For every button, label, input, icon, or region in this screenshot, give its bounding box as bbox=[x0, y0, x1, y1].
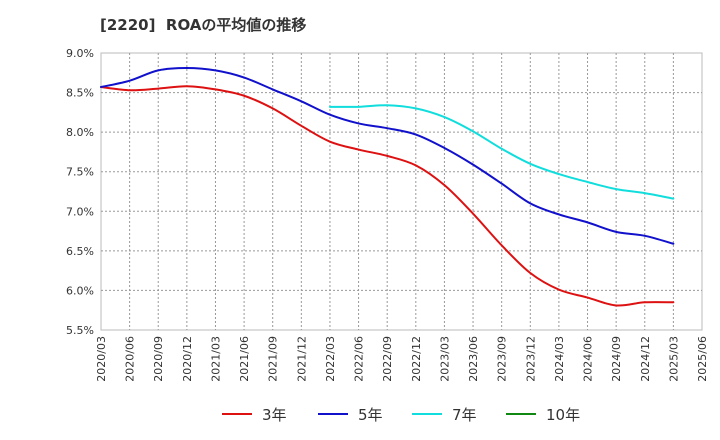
series-line-5y bbox=[100, 67, 675, 245]
legend-label-3y: 3年 bbox=[262, 405, 287, 424]
x-tick-label: 2024/03 bbox=[553, 336, 566, 382]
x-tick-label: 2023/12 bbox=[524, 336, 537, 382]
y-tick-label: 7.0% bbox=[66, 205, 94, 218]
x-tick-label: 2024/06 bbox=[582, 336, 595, 382]
x-tick-label: 2022/12 bbox=[410, 336, 423, 382]
legend-item-7y: 7年 bbox=[412, 402, 477, 426]
legend-label-7y: 7年 bbox=[452, 405, 477, 424]
x-tick-label: 2020/03 bbox=[95, 336, 108, 382]
legend-swatch-3y bbox=[222, 413, 252, 415]
legend-item-5y: 5年 bbox=[318, 402, 383, 426]
y-tick-label: 7.5% bbox=[66, 166, 94, 179]
x-tick-label: 2021/06 bbox=[238, 336, 251, 382]
legend-swatch-10y bbox=[506, 413, 536, 415]
x-tick-label: 2023/03 bbox=[438, 336, 451, 382]
y-tick-label: 8.0% bbox=[66, 126, 94, 139]
chart-title: [2220] ROAの平均値の推移 bbox=[100, 16, 307, 34]
y-tick-label: 6.0% bbox=[66, 284, 94, 297]
series-line-3y bbox=[100, 85, 675, 307]
x-tick-label: 2022/03 bbox=[324, 336, 337, 382]
x-tick-label: 2022/06 bbox=[353, 336, 366, 382]
y-tick-label: 8.5% bbox=[66, 87, 94, 100]
legend: 3年 5年 7年 10年 bbox=[0, 402, 720, 426]
legend-swatch-7y bbox=[412, 413, 442, 415]
x-tick-label: 2024/09 bbox=[610, 336, 623, 382]
legend-item-3y: 3年 bbox=[222, 402, 287, 426]
legend-swatch-5y bbox=[318, 413, 348, 415]
x-tick-label: 2021/12 bbox=[295, 336, 308, 382]
x-tick-label: 2021/03 bbox=[209, 336, 222, 382]
y-tick-label: 5.5% bbox=[66, 324, 94, 337]
x-tick-label: 2023/09 bbox=[496, 336, 509, 382]
legend-label-10y: 10年 bbox=[546, 405, 581, 424]
x-tick-label: 2020/09 bbox=[152, 336, 165, 382]
plot-frame bbox=[100, 52, 703, 331]
x-tick-label: 2025/06 bbox=[696, 336, 709, 382]
y-tick-label: 6.5% bbox=[66, 245, 94, 258]
x-tick-label: 2024/12 bbox=[639, 336, 652, 382]
x-tick-label: 2021/09 bbox=[267, 336, 280, 382]
legend-item-10y: 10年 bbox=[506, 402, 580, 426]
x-tick-label: 2023/06 bbox=[467, 336, 480, 382]
x-tick-label: 2025/03 bbox=[667, 336, 680, 382]
legend-label-5y: 5年 bbox=[358, 405, 383, 424]
x-tick-label: 2020/12 bbox=[181, 336, 194, 382]
x-tick-label: 2022/09 bbox=[381, 336, 394, 382]
y-tick-label: 9.0% bbox=[66, 47, 94, 60]
series-line-7y bbox=[328, 104, 675, 200]
x-tick-label: 2020/06 bbox=[124, 336, 137, 382]
